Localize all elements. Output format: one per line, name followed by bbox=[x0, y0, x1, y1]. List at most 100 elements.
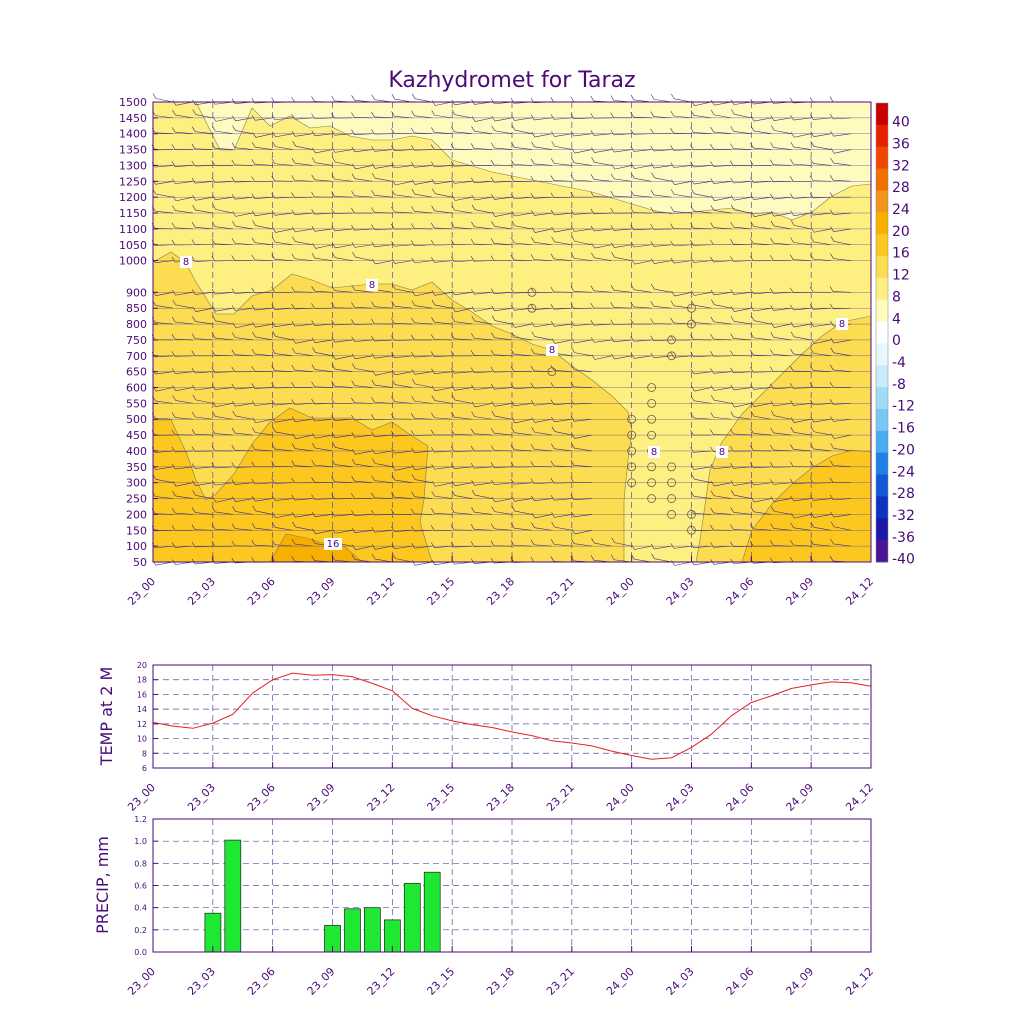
wind-barb bbox=[754, 498, 772, 503]
wind-barb bbox=[554, 212, 572, 216]
wind-barb-flag bbox=[251, 193, 256, 199]
wind-barb bbox=[674, 181, 692, 185]
wind-barb bbox=[554, 228, 572, 233]
wind-barb bbox=[235, 323, 253, 329]
wind-barb bbox=[434, 210, 453, 214]
wind-barb-flag bbox=[232, 115, 236, 121]
wind-barb-flag bbox=[790, 321, 795, 328]
wind-barb-flag bbox=[191, 256, 196, 262]
wind-barb bbox=[215, 403, 233, 408]
wind-barb-flag bbox=[411, 447, 415, 453]
wind-barb bbox=[255, 146, 273, 150]
wind-barb-flag bbox=[650, 543, 655, 550]
wind-barb bbox=[813, 133, 832, 137]
wind-barb bbox=[533, 387, 552, 389]
wind-barb bbox=[474, 433, 493, 436]
wind-barb-flag bbox=[730, 350, 734, 356]
wind-barb bbox=[414, 132, 433, 135]
wind-barb bbox=[354, 529, 373, 534]
wind-barb bbox=[354, 434, 373, 438]
wind-barb bbox=[553, 180, 572, 182]
wind-barb-flag bbox=[411, 464, 416, 470]
wind-barb bbox=[434, 450, 453, 453]
wind-barb-flag bbox=[351, 319, 355, 325]
wind-barb-flag bbox=[371, 475, 375, 481]
wind-barb-flag bbox=[231, 288, 236, 294]
wind-barb-flag bbox=[470, 524, 475, 530]
wind-barb bbox=[714, 114, 732, 119]
wind-barb-flag bbox=[212, 194, 216, 200]
wind-barb bbox=[494, 117, 513, 122]
wind-barb-flag bbox=[311, 398, 315, 405]
wind-barb bbox=[374, 212, 393, 214]
wind-barb bbox=[833, 228, 852, 232]
wind-barb bbox=[414, 371, 433, 375]
wind-barb-flag bbox=[171, 368, 176, 374]
wind-barb-flag bbox=[471, 480, 475, 486]
wind-barb bbox=[534, 212, 552, 216]
wind-barb-flag bbox=[671, 560, 675, 566]
wind-barb-flag bbox=[371, 172, 376, 179]
wind-barb bbox=[274, 482, 293, 484]
wind-barb bbox=[155, 496, 173, 499]
wind-barb-flag bbox=[490, 142, 495, 149]
wind-barb bbox=[215, 130, 233, 135]
wind-barb bbox=[294, 291, 313, 293]
wind-barb-flag bbox=[650, 206, 654, 213]
wind-barb bbox=[174, 227, 193, 230]
wind-barb-flag bbox=[291, 364, 295, 371]
wind-barb bbox=[235, 117, 253, 122]
wind-barb bbox=[334, 133, 353, 136]
wind-barb-flag bbox=[671, 93, 675, 99]
wind-barb-flag bbox=[770, 349, 774, 355]
wind-barb-flag bbox=[311, 303, 315, 309]
wind-barb-flag bbox=[551, 226, 555, 233]
wind-barb-flag bbox=[750, 238, 754, 244]
wind-barb-flag bbox=[391, 145, 395, 151]
wind-barb bbox=[694, 181, 712, 185]
wind-barb-flag bbox=[171, 446, 176, 453]
wind-barb-flag bbox=[750, 540, 754, 547]
wind-barb bbox=[255, 418, 273, 424]
wind-barb bbox=[613, 133, 632, 136]
wind-barb-flag bbox=[231, 159, 236, 166]
wind-barb-flag bbox=[311, 96, 315, 102]
wind-barb bbox=[175, 196, 193, 202]
wind-barb-flag bbox=[271, 539, 276, 545]
wind-barb bbox=[753, 147, 772, 150]
wind-barb bbox=[733, 243, 752, 246]
wind-barb-flag bbox=[171, 507, 176, 514]
x-tick-label: 23_03 bbox=[185, 965, 218, 998]
wind-barb-flag bbox=[670, 352, 674, 358]
wind-barb bbox=[454, 131, 473, 135]
wind-barb-flag bbox=[829, 192, 834, 198]
wind-barb-flag bbox=[571, 443, 575, 449]
wind-barb bbox=[155, 98, 174, 103]
wind-barb bbox=[793, 307, 812, 311]
wind-barb-flag bbox=[171, 525, 176, 531]
wind-barb-flag bbox=[630, 241, 635, 248]
wind-barb bbox=[813, 258, 832, 261]
wind-barb bbox=[335, 257, 353, 261]
wind-barb-flag bbox=[830, 148, 835, 154]
wind-barb bbox=[773, 225, 792, 230]
wind-barb-flag bbox=[550, 321, 555, 327]
y-tick-label: 500 bbox=[126, 413, 147, 426]
wind-barb-flag bbox=[271, 321, 276, 327]
wind-barb bbox=[235, 212, 253, 217]
wind-barb bbox=[454, 338, 473, 341]
colorbar-swatch bbox=[876, 518, 888, 541]
wind-barb bbox=[594, 244, 612, 249]
wind-barb bbox=[593, 133, 612, 136]
wind-barb bbox=[513, 545, 532, 547]
y-tick-label: 20 bbox=[137, 661, 147, 670]
y-tick-label: 0.0 bbox=[134, 948, 147, 957]
wind-barb-flag bbox=[451, 222, 455, 228]
wind-barb bbox=[314, 290, 333, 293]
wind-barb-flag bbox=[191, 143, 196, 149]
wind-barb-flag bbox=[410, 223, 415, 229]
wind-barb-flag bbox=[431, 257, 435, 263]
wind-barb bbox=[174, 355, 193, 357]
wind-barb bbox=[813, 403, 832, 406]
wind-barb bbox=[673, 115, 692, 119]
